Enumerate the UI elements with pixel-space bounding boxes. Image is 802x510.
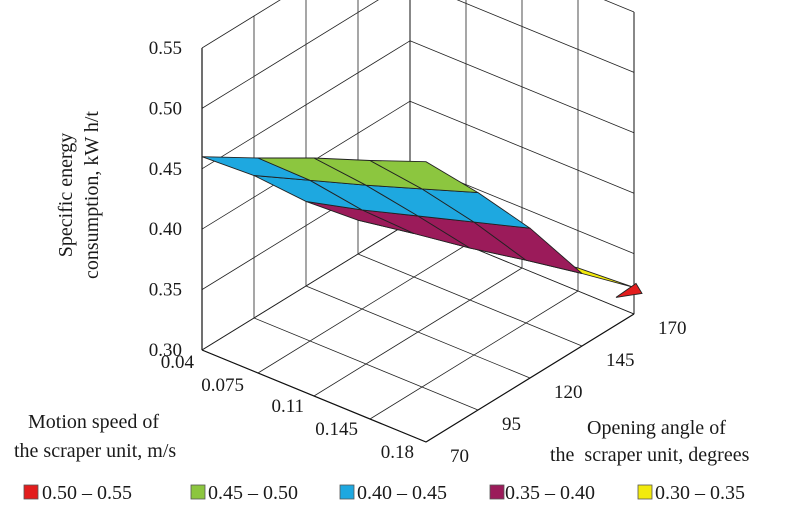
- legend: 0.50 – 0.55 0.45 – 0.50 0.40 – 0.45 0.35…: [23, 482, 745, 504]
- floor-angle-gridline-1: [253, 317, 479, 411]
- x-axis-line: [201, 349, 427, 443]
- z-tick-label-0: 0.30: [149, 340, 182, 361]
- legend-label-4: 0.30 – 0.35: [655, 482, 745, 504]
- y-tick-label-4: 170: [658, 318, 687, 339]
- y-axis-title-line-1: Opening angle of: [587, 417, 726, 439]
- z-tick-label-5: 0.55: [149, 38, 182, 59]
- legend-swatch-4: [637, 484, 653, 500]
- x-tick-label-2: 0.11: [271, 396, 304, 417]
- legend-label-1: 0.45 – 0.50: [208, 482, 298, 504]
- y-axis-title-line-2: the scraper unit, degrees: [550, 444, 750, 466]
- legend-label-0: 0.50 – 0.55: [42, 482, 132, 504]
- z-tick-label-2: 0.40: [149, 219, 182, 240]
- z-tick-label-3: 0.45: [149, 159, 182, 180]
- x-tick-label-0: 0.04: [161, 352, 195, 373]
- x-tick-label-3: 0.145: [315, 419, 358, 440]
- floor-angle-gridline-3: [357, 253, 583, 347]
- back-wall-z-gridline-5: [201, 0, 281, 49]
- floor-angle-gridline-2: [305, 285, 531, 379]
- y-tick-label-0: 70: [450, 446, 469, 467]
- x-tick-label-4: 0.18: [381, 442, 414, 463]
- x-axis-title-line-1: Motion speed of: [28, 411, 159, 433]
- y-tick-label-2: 120: [554, 382, 583, 403]
- surface-layer: [201, 156, 643, 298]
- y-tick-label-1: 95: [502, 414, 521, 435]
- legend-swatch-2: [339, 484, 355, 500]
- z-axis-title-line-1: Specific energy: [55, 133, 77, 258]
- x-axis-title-line-2: the scraper unit, m/s: [14, 440, 176, 462]
- surface-peak-patch: [615, 282, 643, 298]
- legend-label-2: 0.40 – 0.45: [357, 482, 447, 504]
- z-tick-label-1: 0.35: [149, 280, 182, 301]
- legend-swatch-1: [190, 484, 206, 500]
- surface-patch-0-3: [369, 160, 479, 194]
- grid-layer: [201, 0, 635, 443]
- z-tick-label-4: 0.50: [149, 98, 182, 119]
- legend-swatch-3: [489, 484, 505, 500]
- y-axis-line: [425, 313, 635, 443]
- z-axis-title-line-2: consumption, kW h/t: [81, 111, 103, 279]
- legend-swatch-0: [23, 484, 39, 500]
- y-tick-label-3: 145: [606, 350, 635, 371]
- tick-layer: 0.30 0.35 0.40 0.45 0.50 0.55 0.04 0.075 0.11 0.1…: [149, 38, 687, 467]
- legend-label-3: 0.35 – 0.40: [505, 482, 595, 504]
- x-tick-label-1: 0.075: [201, 375, 244, 396]
